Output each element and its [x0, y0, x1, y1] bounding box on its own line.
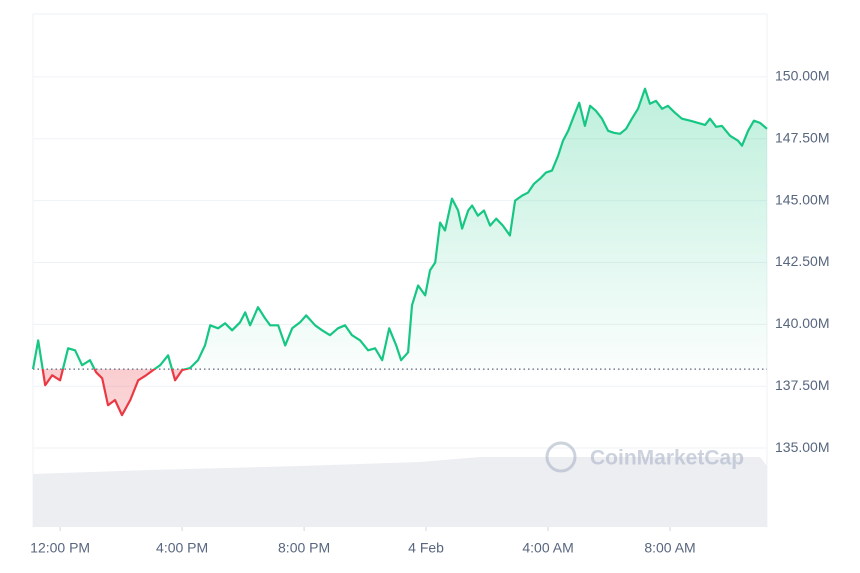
watermark-text: CoinMarketCap: [590, 447, 744, 470]
x-tick-label: 8:00 PM: [278, 540, 330, 556]
volume-area: [33, 457, 767, 527]
y-tick-label: 140.00M: [775, 315, 829, 331]
x-tick-label: 4 Feb: [408, 540, 444, 556]
y-tick-label: 135.00M: [775, 439, 829, 455]
y-tick-label: 137.50M: [775, 377, 829, 393]
y-tick-label: 145.00M: [775, 191, 829, 207]
y-tick-label: 147.50M: [775, 129, 829, 145]
x-tick-label: 4:00 AM: [522, 540, 573, 556]
y-tick-label: 150.00M: [775, 68, 829, 84]
x-tick-label: 4:00 PM: [156, 540, 208, 556]
y-tick-label: 142.50M: [775, 253, 829, 269]
watermark: CoinMarketCap: [545, 441, 744, 473]
watermark-logo: [545, 441, 577, 473]
area: [33, 88, 767, 416]
x-tick-label: 12:00 PM: [30, 540, 90, 556]
price-line: [31, 87, 768, 417]
plot: 135.00M 137.50M 140.00M 142.50M 145.00M 147.5…: [30, 68, 829, 556]
x-tick-label: 8:00 AM: [644, 540, 695, 556]
